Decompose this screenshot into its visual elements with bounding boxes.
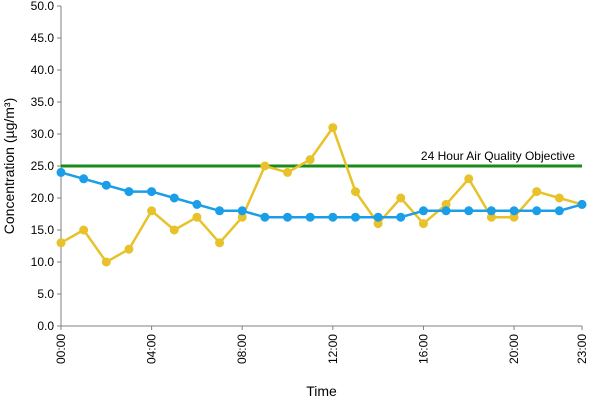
data-point (237, 206, 247, 216)
data-point (577, 199, 587, 209)
data-point (215, 238, 225, 248)
data-point (418, 219, 428, 229)
data-point (147, 187, 157, 197)
y-tick-label: 45.0 (31, 31, 55, 45)
data-point (441, 206, 451, 216)
data-point (554, 206, 564, 216)
data-point (305, 212, 315, 222)
data-point (373, 212, 383, 222)
y-tick-label: 0.0 (37, 319, 54, 333)
data-point (260, 161, 270, 171)
x-axis-ticks: 00:00 04:00 08:00 12:00 16:00 20:00 23:00 (54, 326, 589, 364)
data-point (169, 225, 179, 235)
data-point (328, 123, 338, 133)
data-point (147, 206, 157, 216)
data-point (486, 206, 496, 216)
data-point (260, 212, 270, 222)
data-point (215, 206, 225, 216)
y-tick-label: 10.0 (31, 255, 55, 269)
y-axis-ticks: 0.0 5.0 10.0 15.0 20.0 25.0 30.0 35.0 40.0 45.0 50… (31, 0, 61, 333)
data-point (396, 193, 406, 203)
data-point (79, 225, 89, 235)
x-tick-label: 12:00 (326, 334, 340, 364)
x-tick-label: 23:00 (575, 334, 589, 364)
y-tick-label: 50.0 (31, 0, 55, 13)
x-tick-label: 20:00 (507, 334, 521, 364)
x-tick-label: 04:00 (145, 334, 159, 364)
data-point (169, 193, 179, 203)
data-point (101, 180, 111, 190)
series-group (56, 123, 587, 267)
series-1 (56, 123, 587, 267)
data-point (350, 212, 360, 222)
data-point (56, 238, 66, 248)
data-point (305, 155, 315, 165)
air-quality-objective-label: 24 Hour Air Quality Objective (421, 149, 575, 163)
series-2 (56, 167, 587, 222)
data-point (464, 206, 474, 216)
x-tick-label: 16:00 (416, 334, 430, 364)
y-tick-label: 20.0 (31, 191, 55, 205)
data-point (283, 212, 293, 222)
data-point (532, 206, 542, 216)
data-point (464, 174, 474, 184)
data-point (124, 244, 134, 254)
data-point (124, 187, 134, 197)
series-line (60, 126, 583, 264)
data-point (101, 257, 111, 267)
data-point (418, 206, 428, 216)
data-point (350, 187, 360, 197)
data-point (554, 193, 564, 203)
y-tick-label: 30.0 (31, 127, 55, 141)
data-point (509, 206, 519, 216)
data-point (192, 212, 202, 222)
data-point (396, 212, 406, 222)
y-tick-label: 35.0 (31, 95, 55, 109)
y-tick-label: 15.0 (31, 223, 55, 237)
data-point (532, 187, 542, 197)
y-tick-label: 40.0 (31, 63, 55, 77)
data-point (328, 212, 338, 222)
x-tick-label: 00:00 (54, 334, 68, 364)
data-point (56, 167, 66, 177)
data-point (283, 167, 293, 177)
y-tick-label: 5.0 (37, 287, 54, 301)
data-point (192, 199, 202, 209)
x-axis-title: Time (306, 383, 337, 399)
series-line (60, 171, 583, 219)
data-point (79, 174, 89, 184)
y-tick-label: 25.0 (31, 159, 55, 173)
x-tick-label: 08:00 (235, 334, 249, 364)
reference-line-group: 24 Hour Air Quality Objective (61, 149, 582, 168)
y-axis-title: Concentration (µg/m³) (1, 98, 17, 234)
